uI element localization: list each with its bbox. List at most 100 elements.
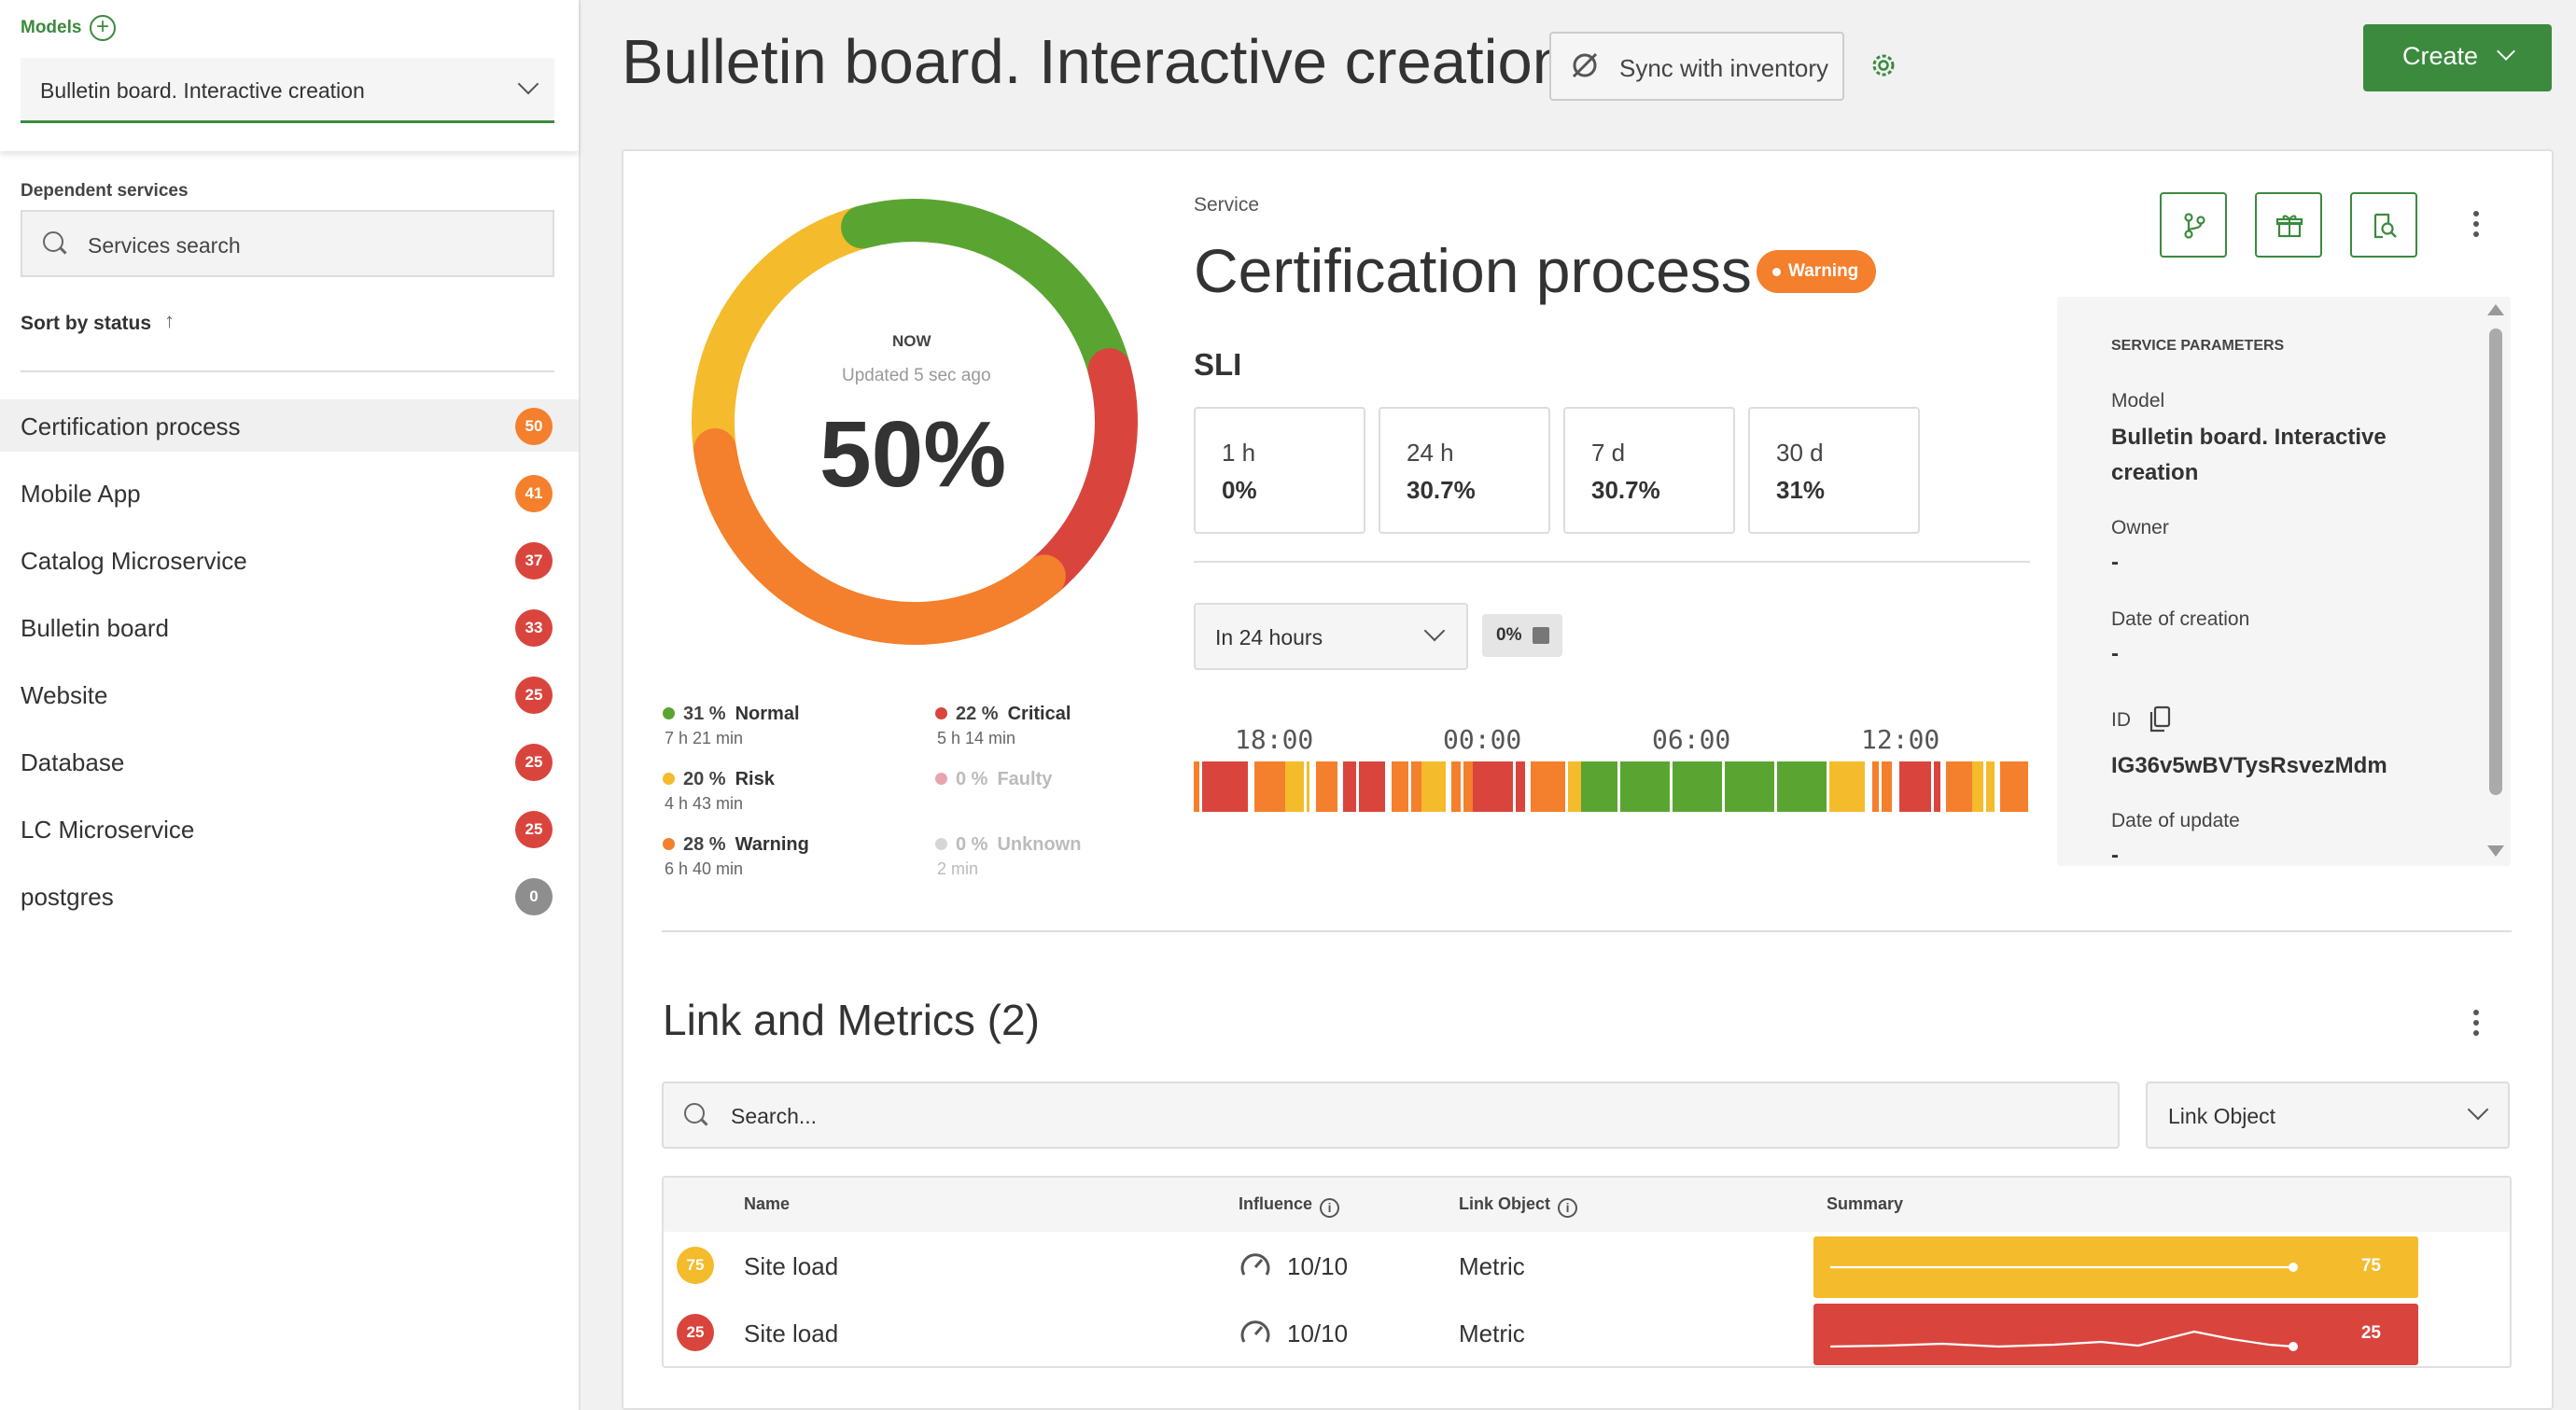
timeline-segment <box>1199 761 1248 812</box>
service-name: Website <box>21 681 108 709</box>
timeline-gap <box>1356 761 1359 812</box>
owner-param-value: - <box>2111 550 2119 575</box>
timeline-segment <box>1253 761 1285 812</box>
service-score-badge: 37 <box>515 542 553 579</box>
timeline-gap <box>1199 761 1202 812</box>
timeline-gap <box>1722 761 1725 812</box>
row-name[interactable]: Site load <box>744 1319 839 1347</box>
more-options-icon[interactable] <box>2473 1010 2479 1036</box>
row-influence: 10/10 <box>1287 1319 1349 1347</box>
sidebar-service-item[interactable]: Website 25 <box>0 668 579 720</box>
sli-value: 31% <box>1776 476 1826 504</box>
package-button[interactable] <box>2255 192 2322 258</box>
sli-period: 24 h <box>1407 439 1454 467</box>
metrics-search-input[interactable]: Search... <box>662 1082 2120 1149</box>
timeline-gap <box>1670 761 1673 812</box>
timeline-gap <box>1252 761 1254 812</box>
timeline-gap <box>1304 761 1307 812</box>
timeline-gap <box>1513 761 1516 812</box>
sli-value: 0% <box>1222 476 1257 504</box>
creation-date-value: - <box>2111 641 2119 666</box>
gear-icon[interactable] <box>1867 49 1900 82</box>
timeline-gap <box>1774 761 1777 812</box>
timeline-gap <box>1408 761 1411 812</box>
status-badge: Warning <box>1757 250 1876 293</box>
sidebar-service-item[interactable]: Bulletin board 33 <box>0 601 579 653</box>
sidebar-service-item[interactable]: Database 25 <box>0 735 579 788</box>
add-model-icon[interactable]: + <box>90 15 116 41</box>
metrics-table <box>662 1176 2512 1368</box>
table-row[interactable]: 75 Site load 10/10 Metric 75 <box>664 1234 2510 1301</box>
scrollbar-thumb[interactable] <box>2489 328 2502 795</box>
timeline-gap <box>1827 761 1829 812</box>
legend-item: 31 % Normal 7 h 21 min <box>663 704 800 748</box>
model-select[interactable]: Bulletin board. Interactive creation <box>21 58 554 123</box>
divider <box>21 370 554 372</box>
timeline-segment <box>1828 761 1865 812</box>
inspect-button[interactable] <box>2350 192 2417 258</box>
sort-by-status-button[interactable]: Sort by status <box>21 313 152 334</box>
sli-period-card: 24 h 30.7% <box>1379 407 1550 534</box>
legend-dot-icon <box>935 838 947 850</box>
service-score-badge: 25 <box>515 677 553 714</box>
sli-period-card: 7 d 30.7% <box>1563 407 1735 534</box>
chevron-down-icon <box>517 73 539 95</box>
metrics-search-placeholder: Search... <box>731 1104 818 1128</box>
dependent-services-label: Dependent services <box>21 181 189 201</box>
timeline-time: 12:00 <box>1861 724 1940 755</box>
period-select[interactable]: In 24 hours <box>1194 603 1468 670</box>
service-title: Certification process <box>1194 236 1752 305</box>
legend-percent: 0 % <box>956 769 988 789</box>
legend-percent: 31 % <box>683 704 726 724</box>
current-sli-value: 50% <box>819 402 1007 507</box>
updated-label: Updated 5 sec ago <box>842 366 991 385</box>
summary-bar: 25 <box>1813 1304 2418 1365</box>
speedometer-icon <box>1240 1253 1270 1276</box>
create-button[interactable]: Create <box>2363 24 2552 91</box>
timeline-segment <box>1581 761 1588 812</box>
column-header-summary[interactable]: Summary <box>1827 1194 1904 1213</box>
legend-square-icon <box>1533 627 1549 644</box>
dependency-tree-button[interactable] <box>2160 192 2227 258</box>
legend-name: Faulty <box>997 769 1053 789</box>
sli-value: 30.7% <box>1407 476 1476 504</box>
status-timeline[interactable] <box>1194 761 2028 812</box>
sparkline <box>1830 1263 2298 1272</box>
sidebar-service-item[interactable]: Catalog Microservice 37 <box>0 534 579 586</box>
info-icon[interactable]: i <box>1558 1198 1578 1218</box>
row-link-object: Metric <box>1459 1319 1525 1347</box>
table-row[interactable]: 25 Site load 10/10 Metric 25 <box>664 1301 2510 1368</box>
legend-dot-icon <box>663 707 675 719</box>
link-object-header-label: Link Object <box>1459 1194 1551 1213</box>
scroll-up-icon[interactable] <box>2487 304 2504 315</box>
sidebar-service-item[interactable]: LC Microservice 25 <box>0 803 579 855</box>
legend-duration: 7 h 21 min <box>665 729 744 747</box>
timeline-gap <box>1983 761 1986 812</box>
column-header-name[interactable]: Name <box>744 1194 791 1213</box>
legend-percent: 22 % <box>956 704 999 724</box>
sidebar-service-item[interactable]: Certification process 50 <box>0 399 579 452</box>
service-name: Mobile App <box>21 480 141 508</box>
sidebar-service-item[interactable]: Mobile App 41 <box>0 467 579 519</box>
copy-icon[interactable] <box>2149 705 2173 733</box>
info-icon[interactable]: i <box>1320 1198 1340 1218</box>
link-object-select[interactable]: Link Object <box>2146 1082 2510 1149</box>
sli-value: 30.7% <box>1591 476 1660 504</box>
timeline-time: 18:00 <box>1235 724 1314 755</box>
donut-segment <box>841 199 1135 409</box>
arrow-up-icon[interactable]: ↑ <box>164 309 175 332</box>
legend-name: Risk <box>735 769 775 789</box>
column-header-influence[interactable]: Influence i <box>1239 1194 1340 1218</box>
service-label: Service <box>1194 194 1260 216</box>
period-select-value: In 24 hours <box>1215 625 1323 649</box>
service-name: Bulletin board <box>21 614 169 642</box>
more-options-icon[interactable] <box>2473 211 2479 237</box>
scroll-down-icon[interactable] <box>2487 845 2504 857</box>
sync-with-inventory-button[interactable]: Sync with inventory <box>1549 32 1844 101</box>
row-name[interactable]: Site load <box>744 1252 839 1280</box>
services-search-input[interactable]: Services search <box>21 210 554 277</box>
box-icon <box>2275 215 2303 238</box>
sidebar-service-item[interactable]: postgres 0 <box>0 870 579 922</box>
column-header-link-object[interactable]: Link Object i <box>1459 1194 1578 1218</box>
donut-segment <box>718 205 885 342</box>
